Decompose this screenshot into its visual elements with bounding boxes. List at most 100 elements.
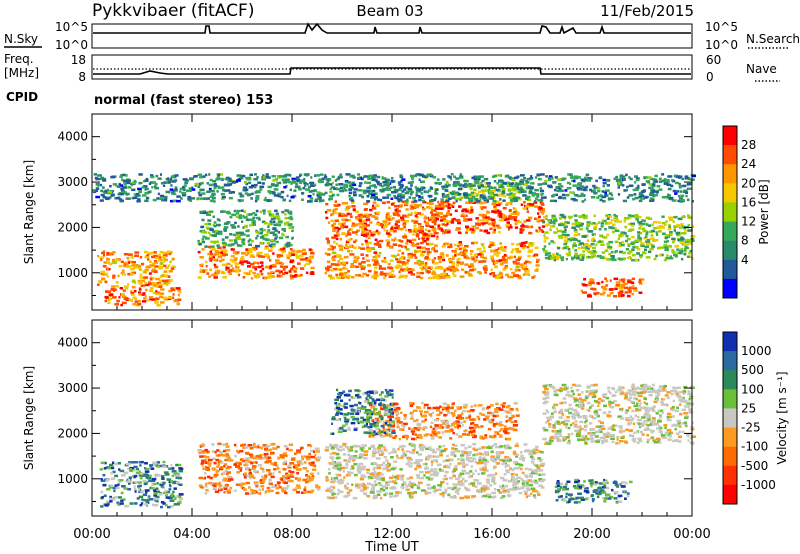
echo-cell — [249, 447, 254, 450]
echo-cell — [667, 187, 672, 191]
echo-cell — [358, 462, 364, 466]
echo-cell — [628, 289, 632, 292]
echo-cell — [130, 292, 135, 295]
echo-cell — [589, 256, 593, 259]
echo-cell — [262, 477, 267, 481]
echo-cell — [159, 483, 164, 486]
echo-cell — [213, 276, 218, 279]
echo-cell — [650, 184, 656, 188]
echo-cell — [281, 487, 284, 491]
echo-cell — [593, 186, 598, 189]
echo-cell — [415, 194, 419, 197]
echo-cell — [452, 217, 456, 221]
echo-cell — [198, 197, 204, 200]
echo-cell — [398, 227, 403, 231]
echo-cell — [163, 471, 169, 474]
echo-cell — [331, 458, 334, 461]
echo-cell — [599, 234, 603, 237]
echo-cell — [433, 231, 439, 235]
echo-cell — [148, 251, 153, 255]
echo-cell — [120, 474, 126, 477]
echo-cell — [264, 245, 269, 249]
echo-cell — [431, 217, 434, 220]
echo-cell — [281, 272, 285, 276]
echo-cell — [289, 215, 293, 219]
echo-cell — [463, 255, 467, 259]
echo-cell — [255, 461, 258, 464]
echo-cell — [596, 292, 600, 295]
echo-cell — [663, 258, 667, 262]
echo-cell — [441, 223, 446, 226]
echo-cell — [288, 199, 292, 203]
echo-cell — [218, 487, 222, 490]
echo-cell — [638, 280, 642, 284]
echo-cell — [596, 282, 599, 285]
echo-cell — [268, 249, 273, 252]
echo-cell — [227, 179, 233, 182]
echo-cell — [350, 182, 354, 186]
radar-title: Pykkvibaer (fitACF) — [92, 1, 254, 21]
echo-cell — [102, 273, 105, 276]
echo-cell — [337, 175, 343, 179]
echo-cell — [677, 239, 683, 242]
echo-cell — [210, 240, 215, 244]
echo-cell — [255, 209, 259, 213]
echo-cell — [375, 222, 381, 226]
echo-cell — [422, 239, 425, 242]
echo-cell — [133, 193, 138, 196]
echo-cell — [277, 220, 283, 223]
echo-cell — [178, 495, 182, 499]
echo-cell — [520, 188, 524, 191]
echo-cell — [259, 453, 263, 457]
echo-cell — [420, 173, 424, 177]
echo-cell — [357, 189, 363, 192]
echo-cell — [309, 260, 312, 264]
echo-cell — [438, 203, 443, 206]
echo-cell — [558, 217, 563, 220]
echo-cell — [305, 188, 310, 191]
echo-cell — [561, 193, 566, 197]
echo-cell — [278, 236, 284, 240]
echo-cell — [202, 235, 206, 238]
echo-cell — [307, 444, 312, 447]
echo-cell — [235, 241, 238, 245]
echo-cell — [329, 485, 335, 489]
echo-cell — [493, 226, 497, 229]
echo-cell — [399, 199, 403, 202]
echo-cell — [101, 251, 105, 255]
echo-cell — [528, 231, 533, 235]
echo-cell — [413, 227, 418, 230]
echo-cell — [664, 248, 669, 251]
echo-cell — [472, 184, 476, 187]
echo-cell — [637, 231, 641, 234]
echo-cell — [247, 240, 250, 243]
echo-cell — [315, 189, 318, 192]
echo-cell — [493, 207, 497, 211]
echo-cell — [198, 451, 201, 455]
echo-cell — [669, 218, 674, 222]
echo-cell — [665, 234, 670, 237]
echo-cell — [284, 491, 288, 495]
echo-cell — [274, 237, 278, 240]
echo-cell — [141, 186, 144, 189]
echo-cell — [652, 226, 658, 230]
echo-cell — [489, 190, 493, 193]
echo-cell — [244, 225, 248, 229]
echo-cell — [276, 255, 281, 259]
echo-cell — [252, 216, 256, 220]
echo-cell — [161, 279, 166, 283]
echo-cell — [513, 274, 518, 277]
echo-cell — [475, 200, 481, 203]
echo-cell — [175, 481, 180, 484]
echo-cell — [250, 277, 254, 280]
echo-cell — [328, 472, 331, 475]
echo-cell — [254, 483, 259, 486]
echo-cell — [392, 213, 396, 216]
echo-cell — [446, 185, 449, 188]
echo-cell — [516, 243, 519, 246]
echo-cell — [398, 188, 402, 192]
colorbar-tick-label: 8 — [741, 234, 749, 248]
echo-cell — [503, 215, 508, 218]
echo-cell — [376, 466, 382, 470]
